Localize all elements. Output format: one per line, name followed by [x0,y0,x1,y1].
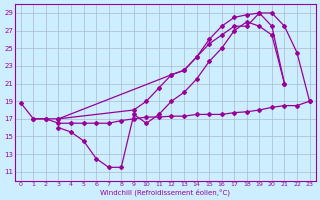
X-axis label: Windchill (Refroidissement éolien,°C): Windchill (Refroidissement éolien,°C) [100,188,230,196]
